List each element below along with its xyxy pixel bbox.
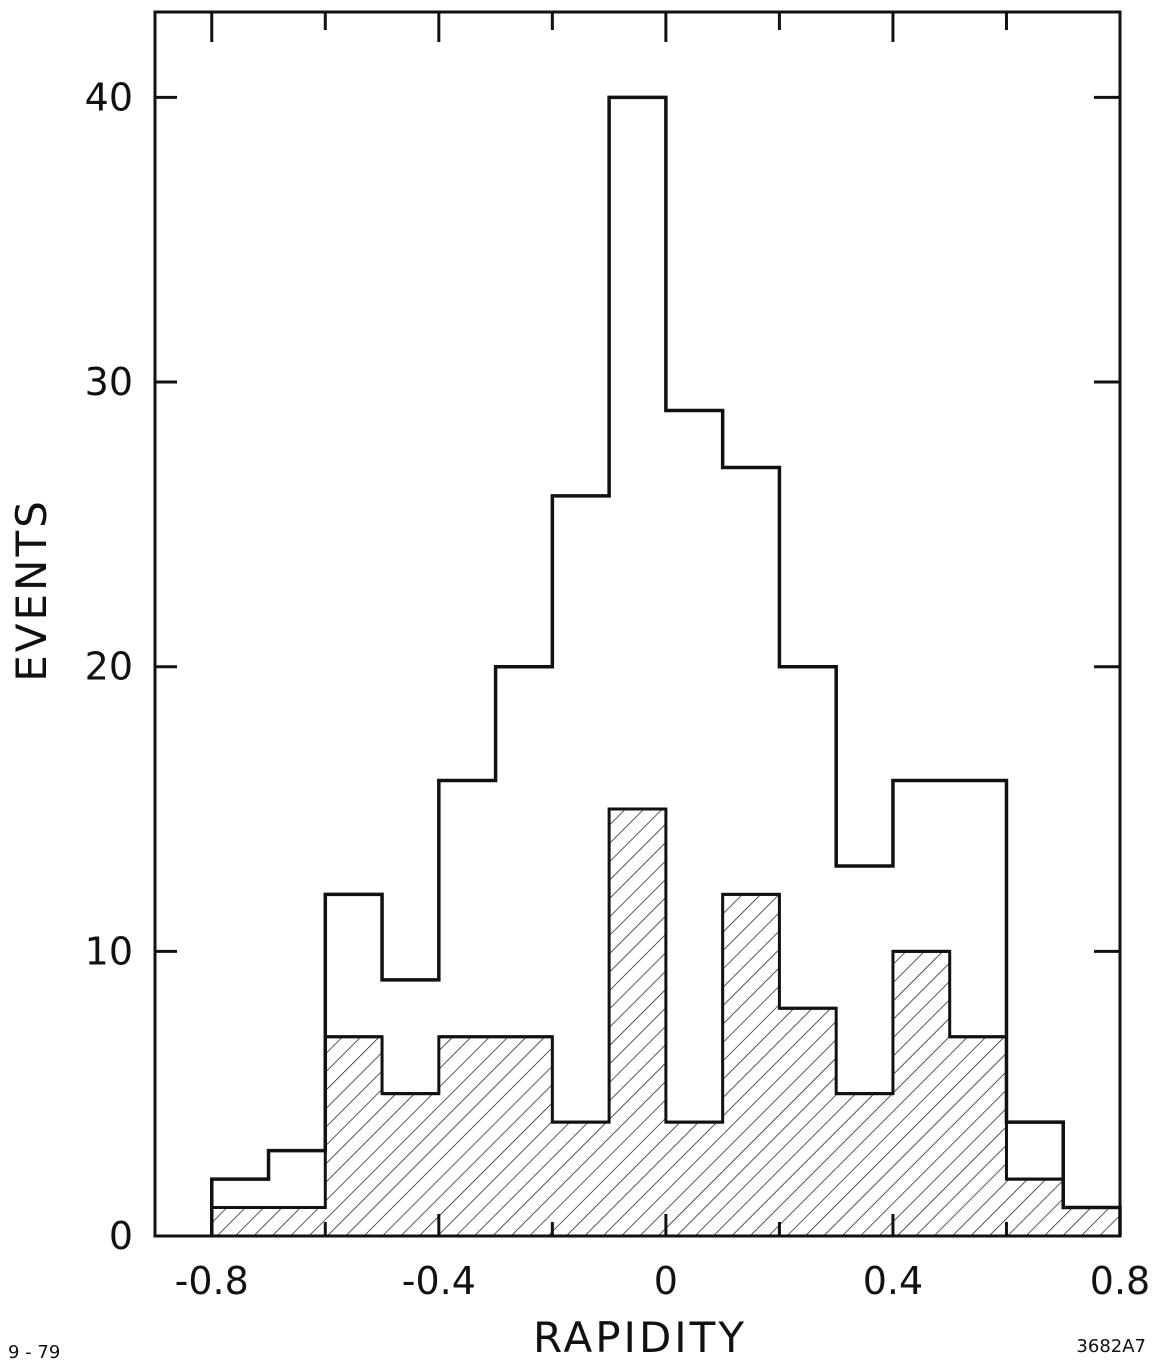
axis-tick-labels: -0.8 -0.4 0 0.4 0.8 0 10 20 30 40: [85, 75, 1151, 1303]
hatched-bar: [1063, 1207, 1120, 1236]
x-tick-label: -0.8: [175, 1259, 249, 1303]
axis-ticks: [155, 12, 1122, 1236]
hatched-series: [210, 807, 1122, 1236]
hatched-bar: [438, 1036, 496, 1236]
y-tick-label: 10: [85, 929, 133, 973]
x-tick-label: 0.8: [1090, 1259, 1150, 1303]
hatched-bar: [382, 1093, 439, 1236]
hatched-bar: [211, 1207, 269, 1236]
hatched-bar: [609, 809, 666, 1236]
x-tick-label: 0.4: [863, 1259, 923, 1303]
y-tick-label: 20: [85, 645, 133, 689]
hatched-bar: [268, 1207, 326, 1236]
hatched-bar: [722, 894, 780, 1236]
x-axis-title: RAPIDITY: [533, 1313, 747, 1362]
y-axis-title: EVENTS: [7, 498, 56, 682]
hatched-bar: [495, 1036, 553, 1236]
y-tick-label: 30: [85, 360, 133, 404]
hatched-bar: [892, 951, 950, 1236]
y-tick-label: 0: [109, 1214, 133, 1258]
footnote-date: 9 - 79: [8, 1342, 60, 1363]
hatched-bar: [325, 1036, 383, 1236]
hatched-bar: [779, 1008, 837, 1236]
hatched-bar: [949, 1036, 1007, 1236]
hatched-bar: [552, 1122, 610, 1236]
y-tick-label: 40: [85, 75, 133, 119]
hatched-series-outline: [210, 807, 1122, 1236]
hatched-bar: [665, 1122, 723, 1236]
hatched-bar: [1006, 1179, 1064, 1236]
footnote-code: 3682A7: [1076, 1336, 1146, 1357]
outline-series-steps: [210, 95, 1122, 1236]
outline-series: [210, 95, 1122, 1236]
x-tick-label: 0: [654, 1259, 678, 1303]
x-tick-label: -0.4: [402, 1259, 476, 1303]
hatched-bar: [836, 1093, 893, 1236]
